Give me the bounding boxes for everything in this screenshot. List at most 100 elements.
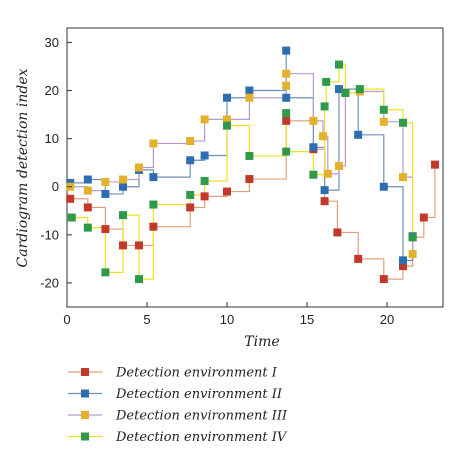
data-point-4 (320, 102, 329, 111)
data-point-4 (200, 176, 209, 185)
x-axis-ticks: 0 5 10 15 20 (63, 302, 394, 327)
data-point-3 (101, 177, 110, 186)
data-point-2 (282, 46, 291, 55)
legend-label-1: Detection environment I (115, 366, 278, 381)
data-point-4 (186, 190, 195, 199)
data-point-4 (322, 77, 331, 86)
data-point-3 (335, 162, 343, 171)
data-point-2 (83, 175, 92, 184)
x-axis-title: Time (244, 334, 279, 350)
data-point-4 (223, 121, 231, 130)
data-point-4 (335, 60, 343, 69)
x-tick-label: 10 (220, 312, 234, 327)
data-point-4 (67, 213, 76, 222)
data-point-1 (135, 241, 143, 250)
data-point-1 (223, 187, 231, 196)
data-point-1 (399, 262, 407, 271)
data-point-4 (149, 200, 158, 209)
data-point-2 (186, 156, 195, 165)
data-point-2 (282, 93, 291, 102)
y-axis-title: Cardiogram detection index (15, 68, 31, 267)
legend: Detection environment I Detection environ… (68, 366, 288, 445)
data-point-1 (186, 203, 195, 212)
data-point-1 (379, 275, 388, 284)
data-point-1 (245, 175, 254, 184)
data-point-4 (119, 211, 127, 220)
series-line-3 (70, 73, 414, 255)
data-point-2 (309, 143, 318, 152)
data-point-4 (309, 170, 318, 179)
data-point-3 (379, 117, 388, 126)
data-point-2 (354, 130, 363, 139)
data-point-1 (320, 197, 329, 206)
data-point-4 (399, 118, 407, 127)
data-point-1 (119, 241, 127, 250)
y-tick-label: 10 (45, 131, 59, 146)
data-point-1 (83, 203, 92, 212)
data-point-4 (135, 275, 143, 284)
data-point-2 (399, 256, 407, 265)
x-tick-label: 20 (380, 312, 394, 327)
data-point-4 (245, 151, 254, 160)
data-point-2 (101, 189, 110, 198)
y-tick-label: -20 (40, 275, 59, 290)
data-point-4 (355, 85, 364, 94)
data-point-2 (335, 85, 343, 94)
series-layer (66, 46, 439, 284)
data-point-3 (399, 173, 407, 182)
data-point-1 (431, 160, 439, 169)
data-point-3 (282, 81, 291, 90)
x-tick-label: 0 (63, 312, 70, 327)
data-point-2 (245, 86, 254, 95)
legend-marker-2 (81, 389, 89, 398)
data-point-1 (149, 222, 158, 231)
data-point-3 (200, 115, 209, 124)
legend-label-3: Detection environment III (115, 409, 288, 424)
data-point-2 (149, 173, 158, 182)
data-point-4 (282, 109, 291, 118)
y-tick-label: 20 (45, 83, 59, 98)
legend-label-2: Detection environment II (115, 387, 283, 402)
data-point-3 (186, 137, 195, 146)
data-point-3 (135, 163, 143, 172)
data-point-3 (309, 116, 318, 125)
data-point-2 (119, 182, 127, 191)
data-point-3 (119, 175, 127, 184)
data-point-3 (319, 132, 327, 141)
data-point-4 (379, 105, 388, 114)
data-point-3 (245, 93, 254, 102)
series-line-1 (70, 120, 436, 280)
y-tick-label: 0 (52, 179, 59, 194)
y-axis-ticks: -20 -10 0 10 20 30 (40, 35, 72, 290)
data-point-4 (282, 147, 291, 156)
legend-marker-3 (81, 411, 89, 419)
data-point-1 (419, 213, 428, 222)
data-point-1 (282, 116, 291, 125)
data-point-2 (200, 151, 209, 160)
data-point-3 (149, 139, 158, 148)
data-point-4 (83, 223, 92, 232)
data-point-2 (379, 182, 388, 191)
legend-marker-1 (81, 368, 89, 376)
data-point-4 (101, 268, 110, 277)
data-point-1 (66, 194, 75, 203)
data-point-1 (354, 254, 363, 263)
data-point-1 (200, 192, 209, 201)
y-tick-label: 30 (45, 35, 59, 50)
data-point-3 (408, 250, 417, 259)
data-point-2 (223, 93, 231, 102)
data-point-4 (341, 88, 350, 97)
x-tick-label: 5 (143, 312, 150, 327)
legend-label-4: Detection environment IV (115, 430, 288, 445)
y-tick-label: -10 (40, 227, 59, 242)
data-point-1 (333, 228, 342, 237)
data-point-3 (282, 69, 291, 78)
data-point-4 (408, 233, 417, 242)
data-point-1 (101, 225, 110, 234)
plot-frame (66, 27, 444, 308)
legend-marker-4 (81, 432, 89, 441)
data-point-3 (323, 169, 332, 178)
x-tick-label: 15 (300, 312, 314, 327)
